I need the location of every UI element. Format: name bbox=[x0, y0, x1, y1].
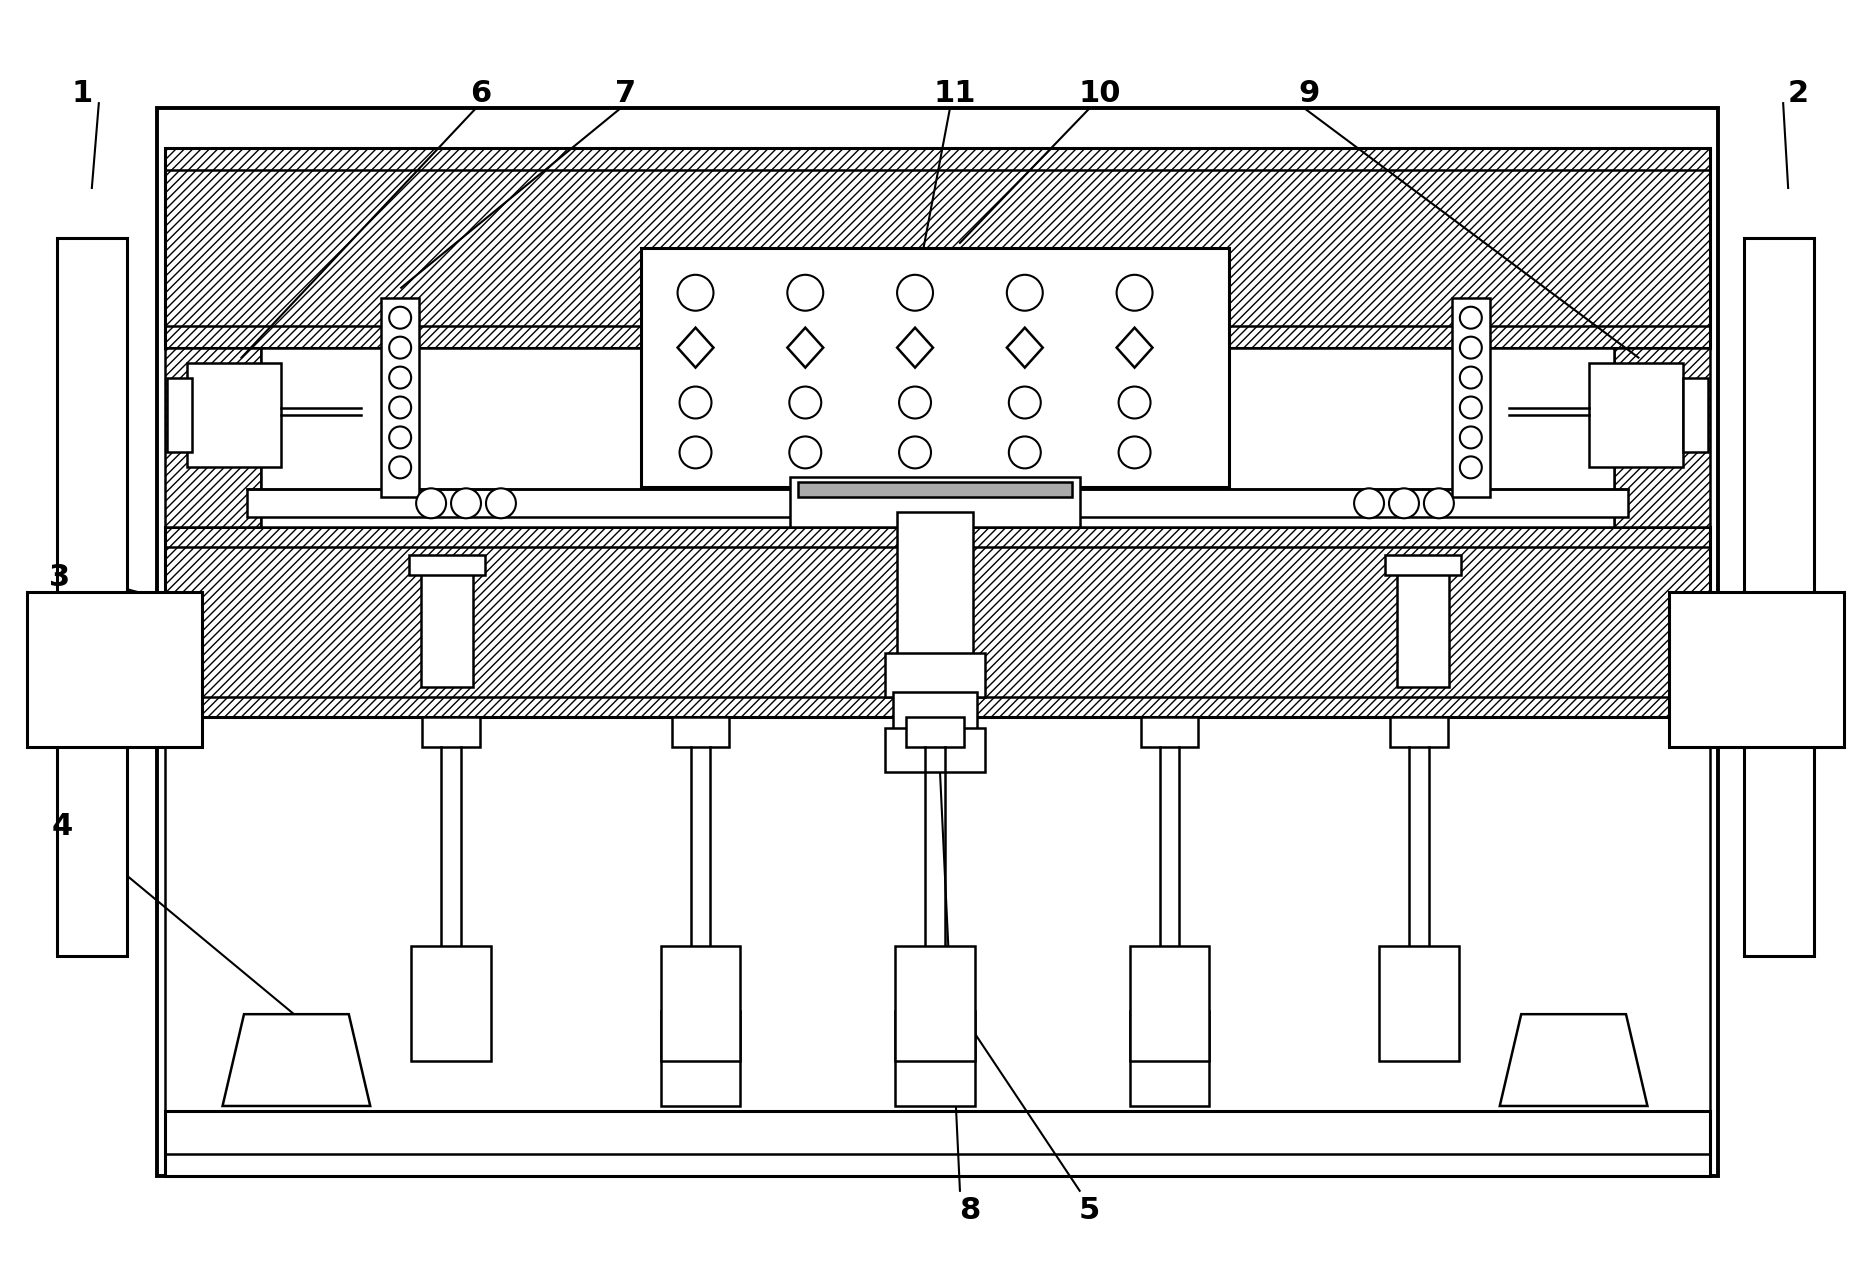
Circle shape bbox=[679, 387, 711, 419]
Bar bbox=[421, 557, 473, 687]
Circle shape bbox=[677, 275, 713, 310]
Circle shape bbox=[1008, 387, 1040, 419]
Polygon shape bbox=[677, 328, 713, 368]
Text: 5: 5 bbox=[1080, 1197, 1100, 1225]
Bar bbox=[187, 363, 281, 467]
Circle shape bbox=[389, 337, 412, 359]
Polygon shape bbox=[1501, 1014, 1648, 1106]
Bar bbox=[672, 716, 730, 747]
Polygon shape bbox=[1117, 328, 1153, 368]
Text: 9: 9 bbox=[1298, 79, 1319, 107]
Bar bbox=[1130, 946, 1209, 1061]
Bar bbox=[247, 489, 1628, 517]
Bar bbox=[1390, 716, 1448, 747]
Polygon shape bbox=[1007, 328, 1042, 368]
Bar bbox=[410, 555, 485, 575]
Circle shape bbox=[486, 488, 516, 518]
Bar bbox=[1452, 298, 1489, 497]
Circle shape bbox=[1119, 437, 1151, 469]
Polygon shape bbox=[896, 328, 934, 368]
Bar bbox=[896, 512, 973, 656]
Bar bbox=[1744, 238, 1815, 956]
Bar bbox=[1669, 593, 1845, 747]
Text: 2: 2 bbox=[1787, 79, 1809, 107]
Circle shape bbox=[1459, 397, 1482, 419]
Bar bbox=[1684, 378, 1708, 452]
Circle shape bbox=[1007, 275, 1042, 310]
Bar bbox=[56, 238, 127, 956]
Bar bbox=[894, 1011, 975, 1106]
Bar bbox=[412, 946, 490, 1061]
Polygon shape bbox=[788, 328, 823, 368]
Bar bbox=[26, 593, 202, 747]
Circle shape bbox=[1008, 437, 1040, 469]
Bar bbox=[640, 248, 1229, 488]
Circle shape bbox=[389, 456, 412, 479]
Circle shape bbox=[451, 488, 481, 518]
Circle shape bbox=[900, 387, 932, 419]
Polygon shape bbox=[223, 1014, 370, 1106]
Bar bbox=[1588, 363, 1684, 467]
Bar bbox=[165, 148, 1710, 347]
Bar bbox=[790, 478, 1080, 527]
Circle shape bbox=[790, 437, 821, 469]
Bar bbox=[885, 653, 984, 697]
Circle shape bbox=[788, 275, 823, 310]
Circle shape bbox=[1355, 488, 1385, 518]
Circle shape bbox=[679, 437, 711, 469]
Circle shape bbox=[1117, 275, 1153, 310]
Bar bbox=[165, 716, 1710, 1111]
Bar bbox=[1141, 716, 1199, 747]
Circle shape bbox=[896, 275, 934, 310]
Bar bbox=[660, 1011, 741, 1106]
Bar bbox=[892, 692, 977, 732]
Text: 3: 3 bbox=[49, 563, 71, 591]
Bar bbox=[1613, 347, 1710, 527]
Circle shape bbox=[1459, 427, 1482, 448]
Circle shape bbox=[1459, 366, 1482, 388]
Circle shape bbox=[389, 427, 412, 448]
Circle shape bbox=[1424, 488, 1454, 518]
Bar bbox=[165, 527, 1710, 716]
Circle shape bbox=[790, 387, 821, 419]
Bar bbox=[1385, 555, 1461, 575]
Bar bbox=[660, 946, 741, 1061]
Circle shape bbox=[389, 397, 412, 419]
Circle shape bbox=[900, 437, 932, 469]
Circle shape bbox=[1459, 306, 1482, 328]
Bar bbox=[165, 1111, 1710, 1176]
Bar bbox=[165, 347, 262, 527]
Text: 11: 11 bbox=[934, 79, 977, 107]
Bar bbox=[262, 347, 1613, 527]
Circle shape bbox=[1119, 387, 1151, 419]
Bar bbox=[799, 483, 1072, 497]
Circle shape bbox=[389, 366, 412, 388]
Circle shape bbox=[415, 488, 445, 518]
Text: 8: 8 bbox=[960, 1197, 980, 1225]
Circle shape bbox=[1459, 456, 1482, 479]
Bar bbox=[167, 378, 191, 452]
Text: 1: 1 bbox=[71, 79, 92, 107]
Bar bbox=[1398, 557, 1448, 687]
Circle shape bbox=[1388, 488, 1418, 518]
Circle shape bbox=[1459, 337, 1482, 359]
Bar bbox=[382, 298, 419, 497]
Text: 10: 10 bbox=[1078, 79, 1121, 107]
Bar bbox=[423, 716, 481, 747]
Text: 7: 7 bbox=[616, 79, 636, 107]
Bar bbox=[157, 109, 1718, 1176]
Bar bbox=[1130, 1011, 1209, 1106]
Text: 6: 6 bbox=[470, 79, 492, 107]
Bar bbox=[1379, 946, 1459, 1061]
Circle shape bbox=[389, 306, 412, 328]
Bar bbox=[885, 728, 984, 771]
Bar bbox=[906, 716, 964, 747]
Text: 4: 4 bbox=[51, 812, 73, 842]
Bar bbox=[894, 946, 975, 1061]
